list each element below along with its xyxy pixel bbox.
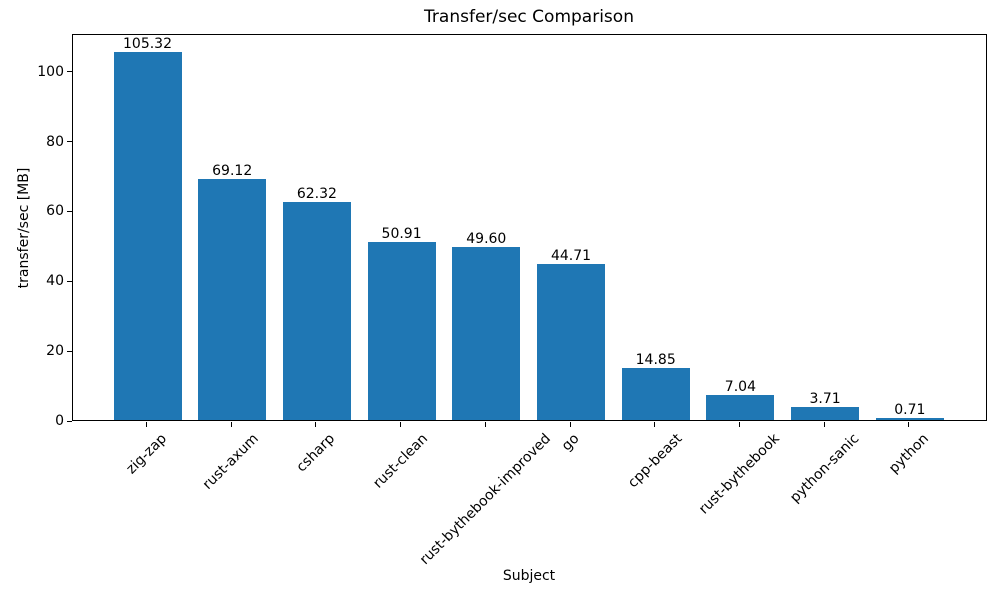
- x-tick-mark: [569, 422, 571, 427]
- x-tick-mark: [400, 422, 402, 427]
- x-tick-label-rust-bythebook-improved: rust-bythebook-improved: [416, 430, 554, 568]
- x-tick-mark: [484, 422, 486, 427]
- x-tick-label-rust-clean: rust-clean: [370, 430, 432, 492]
- chart-title: Transfer/sec Comparison: [424, 7, 634, 27]
- y-tick-mark: [67, 350, 72, 352]
- y-axis-title: transfer/sec [MB]: [16, 167, 32, 289]
- bar-python-sanic: [791, 407, 860, 420]
- bar-csharp: [282, 202, 351, 420]
- bar-value-label: 0.71: [894, 401, 926, 418]
- bar-value-label: 44.71: [550, 247, 592, 264]
- x-tick-label-python: python: [885, 430, 932, 477]
- bar-value-label: 14.85: [635, 352, 676, 369]
- x-tick-label-csharp: csharp: [293, 430, 339, 476]
- bar-value-label: 3.71: [809, 391, 841, 408]
- bar-rust-clean: [367, 242, 436, 420]
- y-tick-label: 100: [37, 63, 64, 80]
- y-tick-label: 40: [46, 273, 64, 290]
- bar-value-label: 50.91: [381, 226, 422, 243]
- bar-python: [875, 417, 944, 420]
- bar-rust-bythebook-improved: [452, 246, 521, 420]
- bar-rust-bythebook: [706, 395, 775, 420]
- y-tick-label: 20: [46, 343, 64, 360]
- y-tick-mark: [67, 71, 72, 73]
- bar-value-label: 69.12: [212, 162, 253, 179]
- y-tick-label: 60: [46, 203, 64, 220]
- x-tick-mark: [230, 422, 232, 427]
- x-tick-label-zig-zap: zig-zap: [123, 430, 170, 478]
- x-tick-label-rust-axum: rust-axum: [200, 430, 263, 493]
- bar-cpp-beast: [621, 368, 690, 420]
- x-tick-label-rust-bythebook: rust-bythebook: [695, 430, 783, 518]
- y-tick-mark: [67, 210, 72, 212]
- plot-area: 105.32 69.12 62.32 50.91 49.60 44.71 14.85 7.04…: [72, 34, 987, 421]
- y-tick-label: 80: [46, 133, 64, 150]
- bar-go: [537, 263, 605, 420]
- x-tick-mark: [315, 422, 317, 427]
- bar-value-label: 62.32: [296, 186, 337, 203]
- y-tick-label: 0: [55, 413, 64, 429]
- bar-value-label: 7.04: [724, 379, 756, 396]
- bar-value-label: 49.60: [466, 230, 507, 247]
- x-tick-mark: [823, 422, 825, 427]
- bar-value-label: 105.32: [123, 36, 172, 53]
- y-tick-mark: [67, 141, 72, 143]
- x-axis-title: Subject: [502, 568, 556, 584]
- y-tick-mark: [67, 280, 72, 282]
- x-tick-mark: [908, 422, 910, 427]
- bar-rust-axum: [198, 178, 267, 420]
- x-tick-label-python-sanic: python-sanic: [786, 430, 862, 506]
- x-tick-label-cpp-beast: cpp-beast: [624, 430, 686, 492]
- x-tick-label-go: go: [558, 430, 583, 455]
- bar-zig-zap: [113, 52, 182, 420]
- x-tick-mark: [738, 422, 740, 427]
- x-tick-mark: [654, 422, 656, 427]
- y-tick-mark: [67, 420, 72, 422]
- x-tick-mark: [146, 422, 147, 427]
